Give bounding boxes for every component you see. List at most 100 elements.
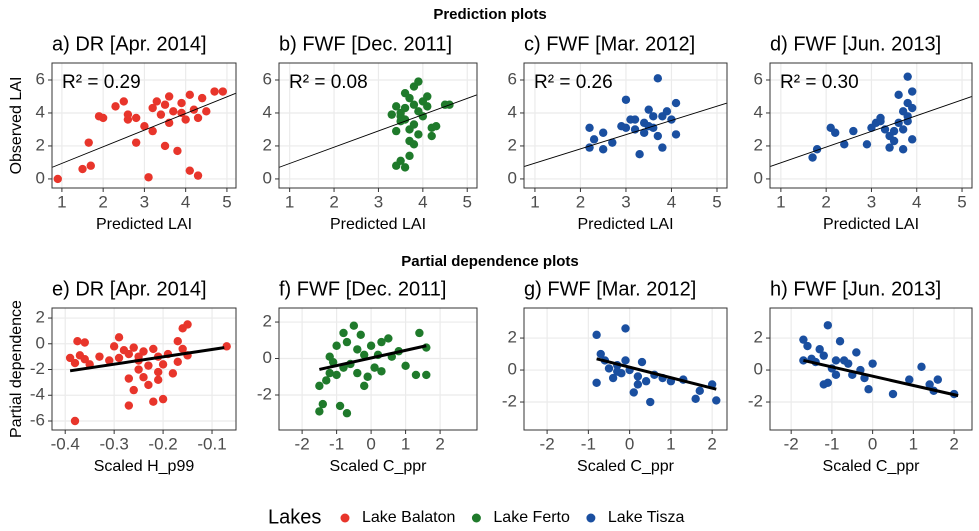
y-tick-label: -6 — [30, 410, 45, 429]
panel-title: f) FWF [Dec. 2011] — [279, 278, 446, 300]
point — [114, 333, 124, 342]
annotation: R² = 0.26 — [534, 72, 613, 93]
point — [864, 385, 873, 394]
y-tick-label: 6 — [754, 69, 763, 88]
point — [111, 102, 120, 111]
panel-border — [769, 62, 973, 189]
point — [803, 341, 812, 351]
point — [819, 351, 828, 360]
x-axis-label: Scaled C_ppr — [823, 458, 921, 475]
trend-line — [803, 358, 959, 398]
section-heading: Prediction plots — [433, 6, 546, 23]
point — [134, 365, 143, 374]
x-tick-label: 3 — [374, 192, 383, 211]
y-tick-label: -4 — [30, 385, 45, 404]
point — [114, 353, 124, 363]
point — [635, 149, 644, 159]
point — [876, 117, 885, 126]
point — [889, 136, 899, 146]
point — [868, 359, 877, 368]
point — [691, 394, 700, 404]
panel: 1 2 3 4 5 0 2 4 6 c) FWF [Mar. 2012] R² = 0.26 Pred… — [508, 33, 728, 233]
point — [84, 138, 93, 147]
point — [396, 108, 405, 118]
x-tick-label: -0.2 — [148, 434, 177, 453]
point — [318, 399, 328, 409]
point — [144, 361, 153, 370]
y-tick-label: 4 — [508, 102, 517, 121]
point — [360, 381, 369, 391]
point — [168, 369, 178, 378]
point — [173, 357, 182, 366]
x-tick-label: 5 — [462, 192, 471, 211]
point — [149, 344, 158, 354]
x-tick-label: 4 — [418, 192, 427, 211]
point — [339, 328, 348, 338]
point — [173, 337, 182, 346]
point — [400, 88, 410, 98]
point — [621, 95, 631, 104]
point — [862, 140, 872, 149]
point — [153, 367, 163, 377]
point — [903, 72, 912, 81]
panel-title: d) FWF [Jun. 2013] — [770, 33, 941, 55]
legend-label: Lake Tisza — [608, 509, 685, 526]
point — [649, 112, 658, 121]
x-tick-label: 2 — [435, 434, 444, 453]
point — [105, 356, 114, 365]
point — [888, 389, 898, 399]
x-tick-label: 3 — [867, 192, 876, 211]
point — [629, 388, 638, 397]
panel-border — [51, 62, 237, 189]
y-tick-label: 0 — [36, 333, 45, 352]
point — [589, 135, 599, 144]
legend-label: Lake Ferto — [493, 509, 570, 526]
x-tick-label: 4 — [912, 192, 921, 211]
panel-title: h) FWF [Jun. 2013] — [770, 278, 941, 300]
y-tick-label: 2 — [508, 328, 517, 347]
point — [363, 372, 372, 381]
point — [392, 102, 401, 111]
point — [123, 110, 133, 119]
y-tick-label: 2 — [754, 135, 763, 154]
point — [124, 401, 134, 410]
point — [335, 401, 345, 411]
y-tick-label: 4 — [263, 102, 272, 121]
panel-border — [278, 62, 478, 189]
point — [160, 100, 170, 109]
x-tick-label: 1 — [285, 192, 294, 211]
point — [598, 128, 608, 137]
point — [815, 345, 824, 354]
point — [908, 103, 917, 113]
point — [124, 374, 134, 383]
point — [197, 93, 207, 103]
point — [185, 166, 194, 175]
legend-label: Lake Balaton — [362, 509, 455, 526]
point — [86, 161, 95, 170]
point — [898, 145, 908, 154]
panel: 1 2 3 4 5 0 2 4 6 d) FWF [Jun. 2013] R² = 0.30 Pred… — [754, 33, 973, 233]
point — [80, 338, 89, 347]
point — [908, 135, 917, 144]
x-tick-label: 1 — [57, 192, 66, 211]
point — [908, 87, 917, 96]
point — [585, 143, 594, 152]
point — [646, 397, 655, 407]
x-tick-label: -0.1 — [197, 434, 226, 453]
y-tick-label: 4 — [754, 102, 763, 121]
point — [641, 377, 651, 386]
point — [144, 173, 153, 182]
panel-background — [770, 308, 972, 430]
point — [885, 143, 894, 152]
point — [903, 117, 912, 126]
x-tick-label: -0.3 — [100, 434, 129, 453]
x-tick-label: 0 — [625, 434, 634, 453]
x-tick-label: -0.4 — [51, 434, 80, 453]
point — [377, 367, 386, 376]
point — [592, 330, 601, 340]
point — [158, 394, 168, 404]
x-tick-label: 3 — [140, 192, 149, 211]
trend-line — [278, 94, 478, 168]
x-axis-label: Scaled C_ppr — [577, 458, 675, 475]
